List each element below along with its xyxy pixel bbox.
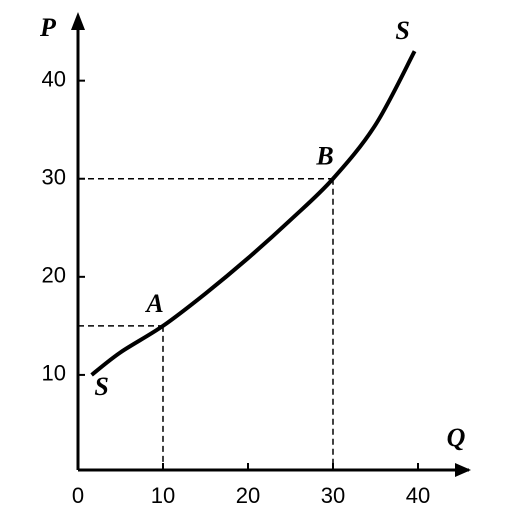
curve-label: S xyxy=(94,372,108,401)
x-tick-label: 10 xyxy=(151,483,175,508)
y-tick-label: 10 xyxy=(42,361,66,386)
point-label: B xyxy=(315,142,333,171)
point-label: A xyxy=(144,289,163,318)
y-tick-label: 20 xyxy=(42,263,66,288)
y-arrow xyxy=(71,12,85,30)
supply-curve xyxy=(90,50,417,377)
curve-label: S xyxy=(395,16,409,45)
y-tick-label: 40 xyxy=(42,66,66,91)
y-tick-label: 30 xyxy=(42,165,66,190)
y-axis-label: P xyxy=(39,13,57,42)
x-arrow xyxy=(455,463,471,477)
x-tick-label: 30 xyxy=(321,483,345,508)
x-tick-label: 0 xyxy=(72,483,84,508)
x-tick-label: 20 xyxy=(236,483,260,508)
x-axis-label: Q xyxy=(447,423,466,452)
x-tick-label: 40 xyxy=(406,483,430,508)
